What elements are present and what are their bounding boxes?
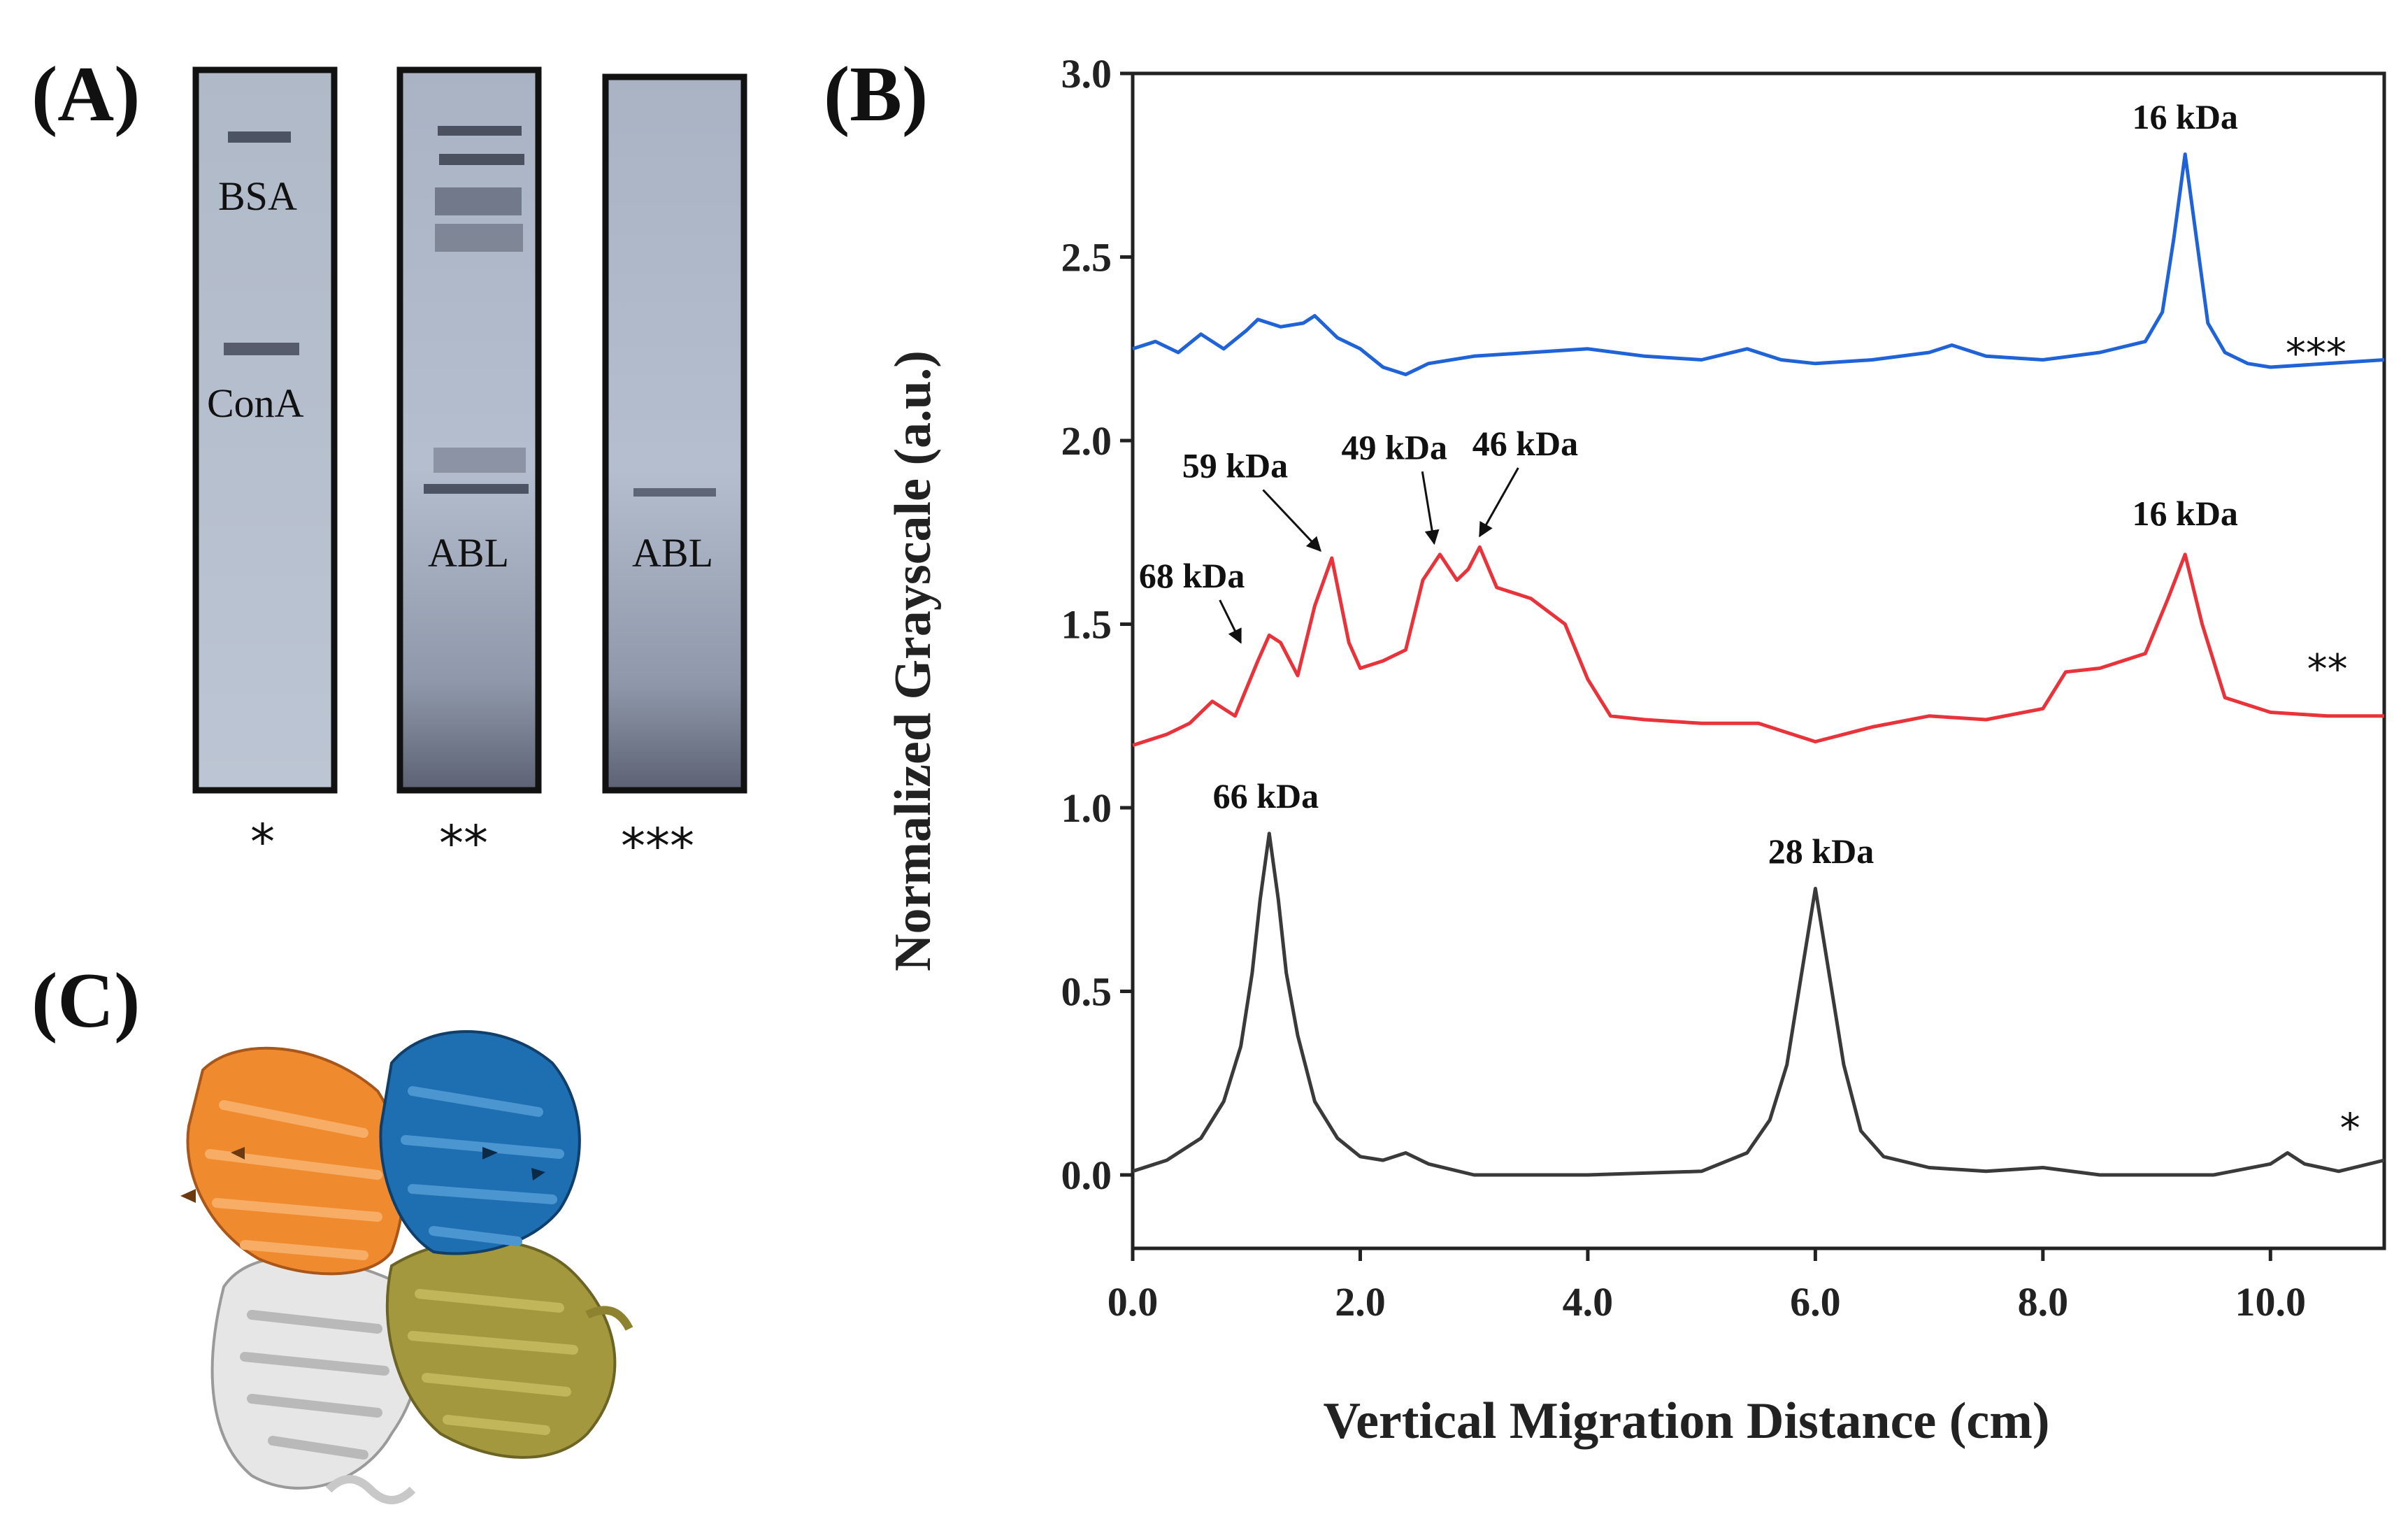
y-tick-label: 1.5 xyxy=(1061,602,1112,648)
gel-lane-1-background xyxy=(192,66,338,794)
lane-label-abl-2: ABL xyxy=(428,530,509,576)
lane-label-abl-3: ABL xyxy=(632,530,713,576)
lane-label-cona: ConA xyxy=(207,380,304,426)
panel-b-label: (B) xyxy=(824,51,928,138)
y-axis: 0.0 0.5 1.0 1.5 2.0 2.5 3.0 xyxy=(1061,51,1133,1198)
band-lane2-top-4 xyxy=(435,224,523,252)
y-tick-label: 2.5 xyxy=(1061,235,1112,280)
structure-chain-orange xyxy=(180,1046,406,1276)
band-lane2-top-1 xyxy=(438,126,522,136)
band-lane3-abl xyxy=(633,488,716,497)
gel-lane-1: BSA ConA * xyxy=(192,66,338,871)
annotation-arrow xyxy=(1262,489,1321,552)
band-lane2-top-3 xyxy=(435,187,522,215)
x-tick-label: 6.0 xyxy=(1790,1279,1841,1325)
band-lane2-top-2 xyxy=(439,154,524,165)
peak-annotation: 16 kDa xyxy=(2133,494,2238,533)
x-tick-label: 4.0 xyxy=(1563,1279,1614,1325)
annotation-layer: 16 kDa 16 kDa 59 kDa 49 kDa 46 kDa 68 kDa 66 k… xyxy=(1139,97,2238,871)
y-tick-label: 0.0 xyxy=(1061,1153,1112,1198)
lane-label-bsa: BSA xyxy=(218,173,297,219)
peak-annotation: 46 kDa xyxy=(1472,424,1578,463)
y-axis-title: Normalized Grayscale (a.u.) xyxy=(884,350,942,971)
x-tick-label: 2.0 xyxy=(1335,1279,1386,1325)
band-lane2-mid xyxy=(433,448,526,473)
x-tick-label: 10.0 xyxy=(2235,1279,2307,1325)
plot-frame xyxy=(1131,71,2386,1250)
y-tick-label: 2.0 xyxy=(1061,418,1112,464)
series-line-1 xyxy=(1132,152,2385,376)
x-axis-title: Vertical Migration Distance (cm) xyxy=(1323,1392,2049,1450)
annotation-arrow xyxy=(1219,599,1242,644)
line-chart: 0.0 0.5 1.0 1.5 2.0 2.5 3.0 0.0 2.0 4.0 6.0 8.0 10.… xyxy=(884,51,2386,1450)
annotation-arrow xyxy=(1421,471,1440,546)
lane-marker-1: * xyxy=(250,813,275,871)
structure-chain-olive xyxy=(385,1239,633,1459)
lane-marker-2: ** xyxy=(439,815,488,872)
x-tick-label: 0.0 xyxy=(1108,1279,1159,1325)
gel-lane-3: ABL *** xyxy=(602,73,747,875)
series-marker-label: * xyxy=(2340,1104,2360,1152)
panel-c-label: (C) xyxy=(31,957,140,1044)
annotation-arrow xyxy=(1479,467,1519,538)
peak-annotation: 28 kDa xyxy=(1768,832,1874,871)
series-marker-label: ** xyxy=(2307,646,2348,693)
x-axis: 0.0 2.0 4.0 6.0 8.0 10.0 xyxy=(1108,1248,2306,1325)
gel-lane-2-background xyxy=(396,66,542,794)
peak-annotation: 66 kDa xyxy=(1213,776,1319,815)
series-line-3 xyxy=(1132,832,2385,1177)
x-tick-label: 8.0 xyxy=(2018,1279,2069,1325)
gel-lane-3-background xyxy=(602,73,747,794)
band-lane2-abl xyxy=(424,484,529,494)
y-tick-label: 3.0 xyxy=(1061,51,1112,97)
series-marker-label: *** xyxy=(2286,329,2346,377)
y-tick-label: 0.5 xyxy=(1061,969,1112,1015)
peak-annotation: 49 kDa xyxy=(1342,427,1447,466)
peak-annotation: 59 kDa xyxy=(1182,446,1288,485)
protein-structure-image xyxy=(180,1030,633,1504)
peak-annotation: 16 kDa xyxy=(2133,97,2238,136)
band-cona xyxy=(224,343,299,355)
gel-lane-2: ABL ** xyxy=(396,66,542,872)
band-bsa xyxy=(228,131,291,143)
panel-a-label: (A) xyxy=(31,51,140,138)
series-line-2 xyxy=(1132,545,2384,748)
series-layer: ****** xyxy=(1132,152,2385,1177)
y-tick-label: 1.0 xyxy=(1061,785,1112,831)
peak-annotation: 68 kDa xyxy=(1139,556,1245,595)
structure-chain-blue xyxy=(379,1030,581,1255)
lane-marker-3: *** xyxy=(621,818,694,875)
